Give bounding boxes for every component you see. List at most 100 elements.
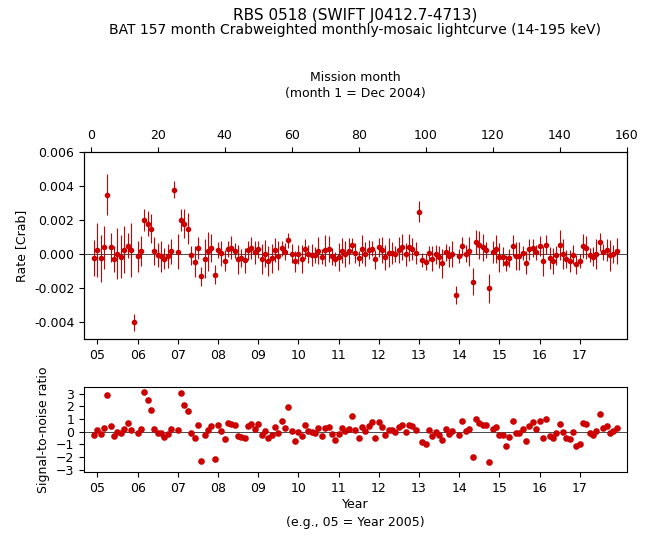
Point: [126, 425, 136, 434]
Point: [401, 427, 411, 436]
Point: [300, 421, 310, 430]
Point: [471, 415, 481, 424]
Point: [350, 426, 360, 434]
Point: [370, 434, 380, 443]
Point: [501, 441, 511, 450]
Point: [280, 423, 290, 432]
Point: [397, 420, 408, 429]
Point: [514, 429, 525, 438]
Y-axis label: Rate [Crab]: Rate [Crab]: [16, 210, 28, 282]
Point: [521, 437, 531, 445]
Point: [591, 427, 601, 436]
Point: [581, 420, 592, 428]
Point: [317, 431, 327, 440]
Point: [541, 415, 552, 424]
Point: [122, 419, 132, 427]
Point: [172, 425, 183, 434]
Point: [196, 457, 206, 465]
Point: [451, 487, 461, 495]
Point: [226, 420, 236, 428]
Point: [213, 420, 223, 429]
Point: [139, 388, 149, 396]
Point: [253, 420, 264, 429]
Point: [216, 426, 227, 435]
Text: (month 1 = Dec 2004): (month 1 = Dec 2004): [285, 87, 426, 100]
Point: [474, 419, 484, 428]
Point: [360, 427, 371, 436]
Point: [477, 421, 488, 430]
Point: [233, 432, 244, 440]
Point: [494, 430, 505, 439]
Point: [89, 430, 99, 439]
Point: [203, 425, 213, 434]
Point: [574, 439, 585, 448]
Point: [557, 427, 568, 436]
Point: [568, 428, 578, 437]
Point: [327, 430, 337, 439]
Point: [505, 433, 515, 442]
Point: [92, 426, 103, 434]
Point: [565, 435, 575, 444]
Point: [488, 425, 498, 433]
Point: [340, 427, 350, 435]
Point: [367, 418, 377, 427]
Point: [119, 425, 129, 433]
Point: [373, 418, 384, 427]
Point: [270, 422, 280, 431]
Point: [467, 453, 477, 462]
Point: [380, 431, 391, 439]
Point: [427, 432, 437, 440]
Point: [364, 421, 374, 430]
Point: [387, 426, 397, 434]
Point: [229, 421, 240, 430]
Point: [200, 430, 210, 439]
Point: [152, 428, 163, 437]
Point: [156, 429, 166, 438]
Point: [481, 421, 491, 430]
Point: [337, 424, 347, 432]
Point: [545, 432, 555, 440]
Point: [511, 429, 521, 438]
Point: [183, 406, 193, 415]
Point: [441, 425, 451, 433]
Point: [393, 423, 404, 432]
Point: [102, 390, 112, 399]
Point: [273, 428, 284, 437]
Point: [176, 388, 186, 397]
Point: [410, 426, 421, 435]
Point: [531, 424, 541, 433]
Point: [206, 421, 216, 430]
Point: [297, 432, 307, 440]
Point: [283, 403, 293, 412]
Point: [223, 419, 233, 427]
Point: [588, 431, 598, 439]
Point: [313, 424, 324, 433]
Point: [497, 431, 508, 439]
Point: [571, 441, 581, 450]
Point: [353, 434, 364, 443]
Point: [414, 376, 424, 384]
Point: [290, 437, 300, 445]
Point: [508, 417, 518, 426]
Point: [528, 418, 538, 427]
Text: Year: Year: [342, 498, 369, 512]
Point: [256, 431, 267, 440]
Point: [561, 434, 572, 443]
Point: [407, 421, 417, 430]
Point: [99, 423, 109, 432]
Point: [169, 331, 180, 339]
Point: [146, 405, 156, 414]
Point: [286, 427, 297, 435]
Point: [333, 430, 344, 439]
Point: [180, 401, 190, 409]
Point: [608, 427, 618, 435]
Point: [434, 431, 444, 439]
Point: [554, 419, 565, 428]
Point: [132, 429, 143, 438]
Point: [484, 457, 494, 466]
Point: [240, 433, 250, 442]
Point: [417, 438, 428, 447]
Point: [112, 427, 123, 436]
Point: [246, 420, 256, 429]
Point: [249, 425, 260, 434]
